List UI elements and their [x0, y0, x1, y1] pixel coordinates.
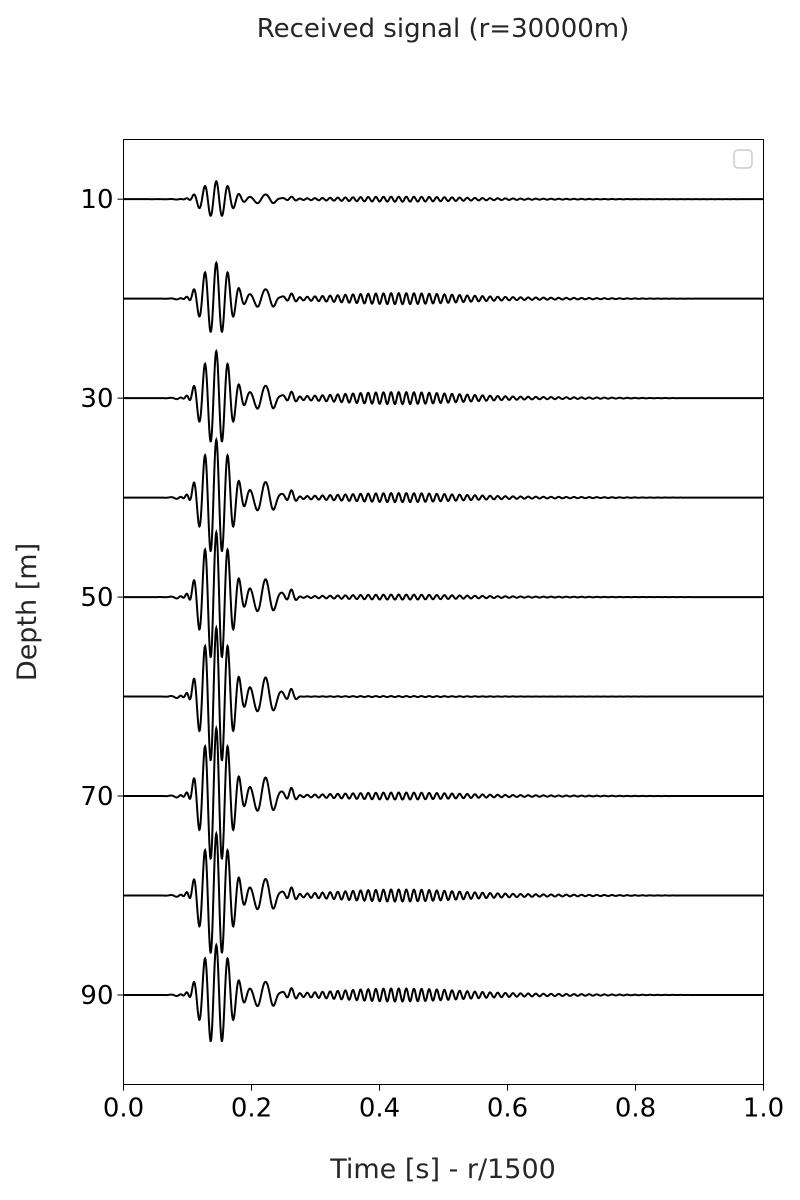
y-axis-ticks: 10 30 50 70 90: [80, 185, 124, 1011]
signal-trace-depth-30: [123, 348, 764, 443]
x-axis-ticks: 0.0 0.2 0.4 0.6 0.8 1.0: [103, 1084, 784, 1124]
signal-trace-depth-70: [123, 724, 764, 860]
x-tick-label: 0.4: [359, 1094, 400, 1124]
signal-trace-depth-90: [123, 942, 764, 1043]
signal-trace-depth-80: [123, 830, 764, 954]
x-tick-label: 0.2: [231, 1094, 272, 1124]
y-tick-label: 90: [80, 981, 113, 1011]
signal-trace-depth-60: [123, 624, 764, 762]
signal-trace-depth-20: [123, 260, 764, 333]
y-tick-label: 10: [80, 185, 113, 215]
trace-group: [123, 179, 764, 1043]
x-axis-label: Time [s] - r/1500: [329, 1154, 556, 1185]
x-tick-label: 0.6: [487, 1094, 528, 1124]
x-tick-label: 1.0: [743, 1094, 784, 1124]
y-tick-label: 30: [80, 384, 113, 414]
plot-frame: [123, 139, 764, 1085]
y-tick-label: 50: [80, 583, 113, 613]
x-tick-label: 0.0: [103, 1094, 144, 1124]
signal-trace-depth-10: [123, 179, 764, 217]
legend-box: [733, 149, 753, 169]
x-tick-label: 0.8: [615, 1094, 656, 1124]
y-tick-label: 70: [80, 782, 113, 812]
y-axis-label: Depth [m]: [12, 543, 43, 681]
chart-title: Received signal (r=30000m): [257, 14, 630, 44]
signal-trace-depth-50: [123, 529, 764, 659]
signal-trace-depth-40: [123, 436, 764, 553]
